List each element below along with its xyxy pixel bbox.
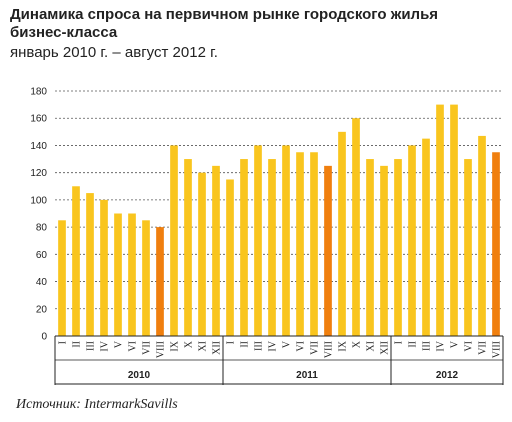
month-label: VIII xyxy=(324,341,335,358)
month-label: XII xyxy=(212,341,223,355)
bar xyxy=(254,145,262,336)
bar xyxy=(156,227,164,336)
bar xyxy=(492,152,500,336)
bar xyxy=(212,165,220,336)
bar xyxy=(170,145,178,336)
month-label: IV xyxy=(436,340,447,351)
bar xyxy=(394,159,402,336)
bar xyxy=(198,172,206,336)
bar xyxy=(338,131,346,336)
bar xyxy=(72,186,80,336)
y-tick-label: 180 xyxy=(30,87,47,98)
month-label: II xyxy=(72,341,83,348)
bar xyxy=(184,159,192,336)
bar xyxy=(114,213,122,336)
month-label: I xyxy=(58,341,69,344)
bar xyxy=(366,159,374,336)
source-note: Источник: IntermarkSavills xyxy=(16,397,178,412)
y-tick-label: 0 xyxy=(41,332,47,343)
month-label: VI xyxy=(296,341,307,352)
y-tick-label: 80 xyxy=(36,223,48,234)
month-label: V xyxy=(450,340,461,348)
year-label: 2011 xyxy=(296,370,318,381)
chart-title: Динамика спроса на первичном рынке город… xyxy=(10,6,439,41)
month-label: III xyxy=(86,341,97,351)
y-tick-label: 160 xyxy=(30,114,47,125)
bar xyxy=(436,104,444,336)
month-label: X xyxy=(352,340,363,348)
year-label: 2010 xyxy=(128,370,151,381)
month-label: V xyxy=(114,340,125,348)
y-tick-label: 120 xyxy=(30,168,47,179)
bar xyxy=(128,213,136,336)
month-label: II xyxy=(240,341,251,348)
y-tick-label: 20 xyxy=(36,304,48,315)
bar xyxy=(310,152,318,336)
bar xyxy=(408,145,416,336)
bar xyxy=(268,159,276,336)
bar xyxy=(352,118,360,336)
chart-subtitle: январь 2010 г. – август 2012 г. xyxy=(10,44,218,61)
month-label: VIII xyxy=(492,341,503,358)
month-label: VI xyxy=(128,341,139,352)
month-label: VII xyxy=(310,341,321,355)
month-label: VII xyxy=(142,341,153,355)
bar xyxy=(380,165,388,336)
month-label: X xyxy=(184,340,195,348)
bar xyxy=(100,199,108,336)
bar xyxy=(450,104,458,336)
month-label: XI xyxy=(366,341,377,352)
month-label: VI xyxy=(464,341,475,352)
month-label: I xyxy=(394,341,405,344)
month-label: VIII xyxy=(156,341,167,358)
year-label: 2012 xyxy=(436,370,459,381)
month-label: XI xyxy=(198,341,209,352)
bar xyxy=(464,159,472,336)
bar xyxy=(142,220,150,336)
bar xyxy=(324,165,332,336)
month-label: IV xyxy=(100,340,111,351)
y-tick-label: 140 xyxy=(30,141,47,152)
y-tick-label: 100 xyxy=(30,195,47,206)
bar xyxy=(478,135,486,336)
month-label: IX xyxy=(170,340,181,351)
month-label: XII xyxy=(380,341,391,355)
bar xyxy=(86,193,94,336)
month-label: VII xyxy=(478,341,489,355)
bar xyxy=(422,138,430,336)
bar xyxy=(282,145,290,336)
bar xyxy=(296,152,304,336)
bar xyxy=(240,159,248,336)
month-label: IV xyxy=(268,340,279,351)
month-label: II xyxy=(408,341,419,348)
month-label: V xyxy=(282,340,293,348)
month-label: I xyxy=(226,341,237,344)
bar xyxy=(58,220,66,336)
month-label: III xyxy=(422,341,433,351)
y-tick-label: 60 xyxy=(36,250,48,261)
month-label: IX xyxy=(338,340,349,351)
bar xyxy=(226,179,234,336)
month-label: III xyxy=(254,341,265,351)
y-tick-label: 40 xyxy=(36,277,48,288)
